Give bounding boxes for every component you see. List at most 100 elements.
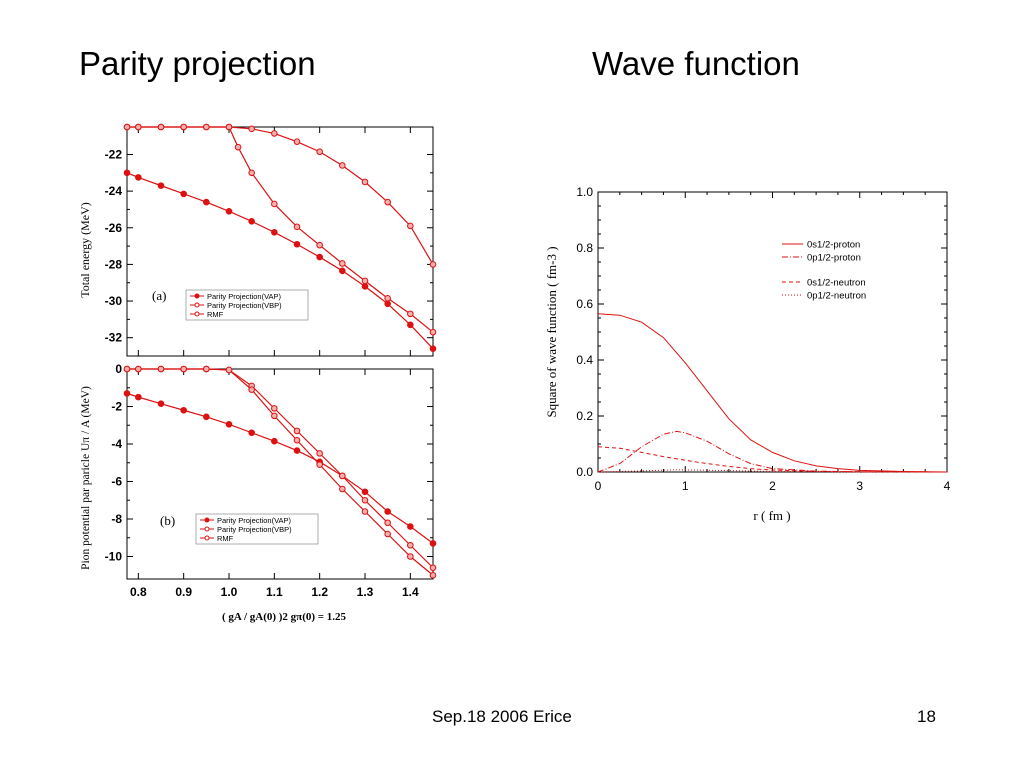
x-tick-label: 1.4 <box>402 585 419 599</box>
data-point-rmf <box>293 436 301 444</box>
legend-entry: 0p1/2-proton <box>807 253 861 264</box>
data-point-parity-projection-vap <box>248 429 255 437</box>
series-line-0p1-2-neutron <box>597 469 947 473</box>
legend-entry: Parity Projection(VAP) <box>207 292 282 301</box>
data-point-parity-projection-vap <box>339 267 346 275</box>
legend-box <box>185 289 309 321</box>
data-point-parity-projection-vbp <box>248 169 255 177</box>
x-axis-label: ( gA / gA(0) )2 gπ(0) = 1.25 <box>222 611 347 623</box>
data-point-parity-projection-vap <box>157 182 165 189</box>
y-tick-label: 0 <box>115 362 122 376</box>
data-point-rmf <box>361 178 369 186</box>
legend-marker <box>204 526 210 532</box>
data-point-rmf <box>157 365 165 373</box>
legend-entry: RMF <box>217 534 234 543</box>
data-point-rmf <box>248 386 255 393</box>
legend-entry: 0s1/2-neutron <box>807 278 866 289</box>
y-tick-label: -4 <box>111 437 122 451</box>
data-point-parity-projection-vbp <box>429 564 437 572</box>
y-tick-label: -22 <box>105 147 123 161</box>
x-tick-label: 3 <box>856 479 863 493</box>
legend: Parity Projection(VAP)Parity Projection(… <box>185 289 309 321</box>
x-axis-label: r ( fm ) <box>753 508 790 523</box>
data-point-rmf <box>407 222 414 230</box>
footer-date: Sep.18 2006 Erice <box>432 707 572 726</box>
legend-marker <box>194 302 200 308</box>
y-tick-label: -10 <box>105 550 123 564</box>
data-point-parity-projection-vap <box>271 229 278 236</box>
data-point-parity-projection-vap <box>180 190 187 198</box>
x-tick-label: 0 <box>595 479 602 493</box>
y-tick-label: 0.4 <box>576 353 593 367</box>
legend-marker <box>204 535 210 541</box>
data-point-rmf <box>123 365 131 373</box>
y-tick-label: 0.6 <box>576 297 593 311</box>
data-point-parity-projection-vbp <box>384 519 391 527</box>
plot-frame <box>597 191 948 473</box>
y-axis-label: Total energy (MeV) <box>78 202 92 298</box>
y-tick-label: 1.0 <box>576 185 593 199</box>
y-tick-label: -2 <box>111 400 122 414</box>
data-point-rmf <box>157 123 165 131</box>
y-tick-label: -8 <box>111 512 122 526</box>
data-point-parity-projection-vap <box>407 523 414 530</box>
data-point-parity-projection-vap <box>293 240 301 248</box>
y-tick-label: -32 <box>105 331 123 345</box>
data-point-rmf <box>203 123 210 131</box>
data-point-rmf <box>135 365 142 373</box>
y-tick-label: -30 <box>105 294 123 308</box>
chart-pion-potential: 0 -2 -4 -6 -8 -10 0.8 0.9 1.0 1.1 1.2 1.3 1.4 (b) Pari… <box>80 362 437 623</box>
y-tick-label: -28 <box>105 257 123 271</box>
data-point-parity-projection-vap <box>384 508 391 515</box>
data-point-rmf <box>361 508 369 515</box>
data-point-parity-projection-vap <box>225 421 233 428</box>
data-point-parity-projection-vbp <box>316 241 323 249</box>
data-point-rmf <box>339 162 346 169</box>
data-point-parity-projection-vap <box>316 253 323 261</box>
data-point-parity-projection-vap <box>361 283 369 290</box>
legend-entry: 0p1/2-neutron <box>807 291 866 302</box>
data-point-parity-projection-vap <box>203 413 210 421</box>
x-tick-label: 1.1 <box>266 585 283 599</box>
data-point-parity-projection-vap <box>248 218 255 225</box>
x-tick-label: 1 <box>682 479 689 493</box>
chart-wave-function: 0.0 0.2 0.4 0.6 0.8 1.0 0 1 2 3 4 0s1/2-proton 0p1/2… <box>544 185 951 523</box>
data-point-rmf <box>180 123 187 131</box>
x-tick-label: 0.8 <box>130 585 147 599</box>
data-point-rmf <box>339 485 346 493</box>
x-tick-label: 0.9 <box>175 585 192 599</box>
series-line-rmf <box>127 126 434 265</box>
series-line-0s1-2-proton <box>597 313 948 473</box>
page-number: 18 <box>917 707 936 726</box>
data-point-parity-projection-vbp <box>339 472 346 480</box>
data-point-rmf <box>225 123 233 131</box>
data-point-parity-projection-vap <box>123 169 131 177</box>
plot-frame <box>126 368 434 580</box>
data-point-parity-projection-vbp <box>384 294 391 302</box>
data-point-rmf <box>293 138 301 145</box>
data-point-parity-projection-vbp <box>407 541 414 549</box>
slide-title-parity-projection: Parity projection <box>79 45 316 82</box>
data-point-rmf <box>384 530 391 538</box>
chart-total-energy: -22 -24 -26 -28 -30 -32 (a) Parity Projection(V… <box>78 123 437 357</box>
data-point-parity-projection-vap <box>361 488 369 496</box>
data-point-parity-projection-vbp <box>293 223 301 231</box>
data-point-parity-projection-vbp <box>316 450 323 457</box>
legend-marker <box>194 293 200 299</box>
data-point-parity-projection-vap <box>123 390 131 397</box>
data-point-rmf <box>429 571 437 579</box>
data-point-parity-projection-vap <box>157 400 165 407</box>
data-point-parity-projection-vbp <box>361 277 369 285</box>
data-point-parity-projection-vbp <box>361 496 369 504</box>
y-tick-label: -6 <box>111 475 122 489</box>
data-point-parity-projection-vap <box>180 406 187 414</box>
data-point-parity-projection-vap <box>429 345 437 352</box>
legend-entry: 0s1/2-proton <box>807 240 860 251</box>
legend-entry: Parity Projection(VBP) <box>217 525 292 534</box>
data-point-rmf <box>384 198 391 206</box>
data-point-rmf <box>225 366 233 374</box>
legend: 0s1/2-proton 0p1/2-proton 0s1/2-neutron 0p1… <box>782 240 866 302</box>
y-axis-label: Square of wave function ( fm-3 ) <box>544 246 559 417</box>
data-point-rmf <box>123 123 131 131</box>
